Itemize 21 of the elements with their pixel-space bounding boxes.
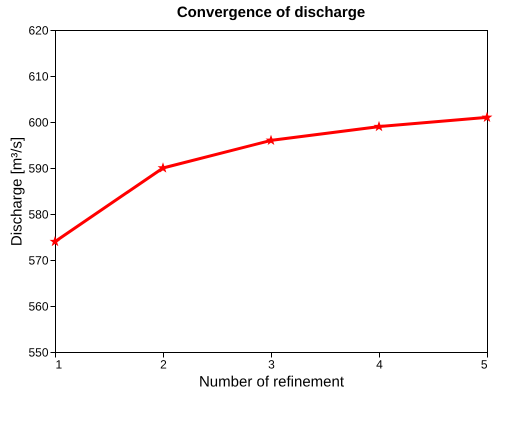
y-tick-label: 580: [28, 208, 49, 222]
y-tick-label: 600: [28, 116, 49, 130]
y-tick-label: 620: [28, 24, 49, 38]
y-tick-label: 610: [28, 70, 49, 84]
x-tick-label: 5: [480, 358, 488, 372]
x-tick-label: 4: [376, 358, 384, 372]
chart-title: Convergence of discharge: [176, 4, 366, 21]
y-tick-label: 550: [28, 346, 49, 360]
y-tick-label: 570: [28, 254, 49, 268]
x-tick-label: 1: [56, 358, 62, 372]
x-axis-title: Number of refinement: [198, 374, 345, 390]
point: [158, 163, 168, 172]
point: [374, 122, 384, 130]
y-axis-title: Discharge [m³/s]: [8, 136, 26, 246]
y-tick-label: 590: [28, 162, 49, 176]
point: [50, 236, 60, 246]
point: [482, 112, 492, 122]
x-tick-label: 3: [268, 358, 276, 372]
point: [266, 136, 276, 144]
x-tick-label: 2: [160, 358, 168, 372]
y-tick-label: 560: [28, 300, 49, 314]
